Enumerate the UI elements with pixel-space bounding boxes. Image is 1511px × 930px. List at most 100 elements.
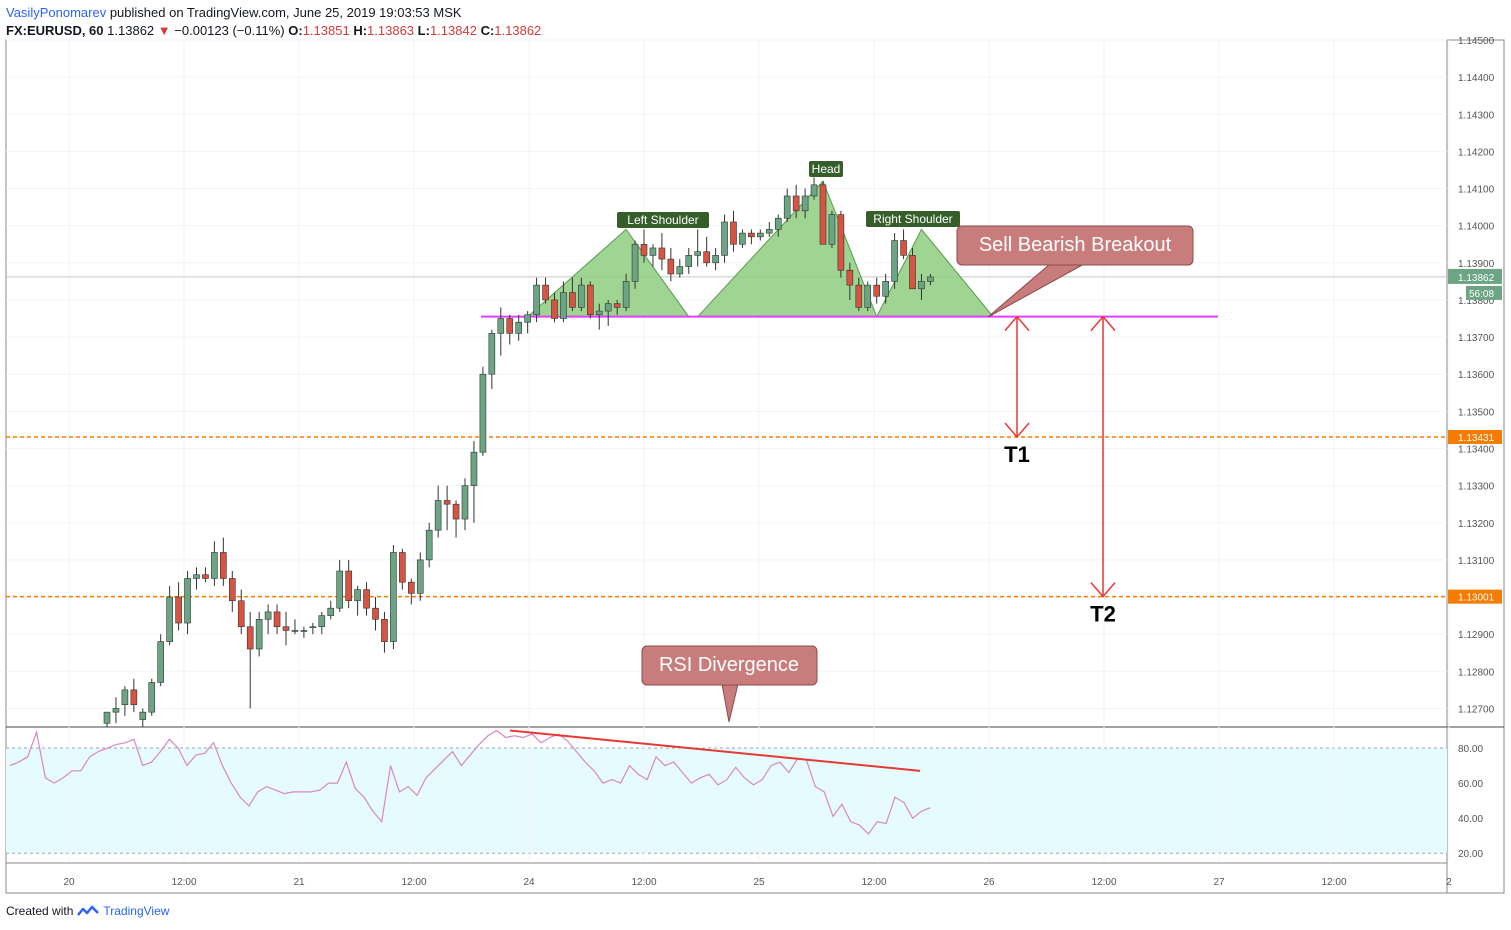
time-tick-label: 12:00 (171, 877, 196, 888)
time-tick-label: 27 (1213, 877, 1225, 888)
candle-body (613, 303, 621, 308)
low-label: L: (417, 23, 430, 38)
candle-body (139, 711, 147, 720)
candle-body (551, 299, 558, 319)
candle-body (470, 451, 478, 486)
tradingview-link[interactable]: TradingView (103, 904, 170, 918)
rsi-callout-label: RSI Divergence (659, 654, 799, 676)
candle-body (524, 314, 531, 323)
candle-body (193, 574, 200, 579)
price-tick-label: 1.13500 (1458, 407, 1495, 418)
candle-body (112, 708, 120, 713)
breakout-callout (956, 225, 1194, 266)
author-link[interactable]: VasilyPonomarev (6, 5, 107, 20)
candle-body (255, 619, 263, 650)
price-tick-label: 1.14100 (1458, 185, 1495, 196)
level-price-label: 1.13001 (1458, 593, 1495, 604)
candle-body (631, 243, 639, 282)
candle-body (229, 578, 236, 602)
breakout-callout-label: Sell Bearish Breakout (979, 234, 1172, 256)
candle-body (103, 711, 111, 724)
level-price-label: 1.13431 (1458, 433, 1495, 444)
high-value: 1.13863 (367, 23, 415, 38)
candle-body (246, 626, 254, 650)
pattern-tag (866, 211, 960, 227)
pattern-tag (809, 161, 843, 177)
candle-body (381, 619, 388, 642)
rsi-band (6, 748, 1447, 854)
price-tick-label: 1.13200 (1458, 519, 1495, 530)
candle-body (506, 318, 514, 334)
candle-body (425, 529, 433, 561)
time-tick-label: 12:00 (631, 877, 656, 888)
rsi-divergence-line (509, 729, 921, 772)
candle-body (363, 589, 370, 609)
candle-body (273, 611, 281, 628)
time-tick-label: 24 (523, 877, 535, 888)
candle-body (819, 184, 827, 245)
candle-body (622, 281, 630, 308)
candle-body (792, 195, 800, 212)
price-tick-label: 1.14400 (1458, 73, 1495, 84)
price-tick-label: 1.12800 (1458, 667, 1495, 678)
rsi-line (9, 729, 931, 835)
candle-body (604, 303, 612, 312)
candle-body (390, 552, 397, 642)
candle-body (166, 596, 173, 642)
price-change: −0.00123 (−0.11%) (174, 23, 285, 38)
candle-body (846, 269, 854, 286)
pattern-tag-label: Head (812, 162, 841, 176)
candle-body (649, 247, 657, 256)
candle-body (900, 240, 907, 256)
candle-body (282, 626, 290, 631)
open-label: O: (288, 23, 303, 38)
candle-body (801, 195, 809, 212)
candle-body (148, 682, 156, 713)
time-tick-label: 12:00 (1091, 877, 1116, 888)
countdown-label: 56:08 (1469, 289, 1494, 300)
candle-body (300, 630, 308, 632)
price-tick-label: 1.14200 (1458, 147, 1495, 158)
candle-body (497, 318, 505, 334)
current-price-tag (1448, 268, 1502, 284)
candle-body (810, 184, 818, 197)
candle-body (479, 373, 487, 453)
rsi-tick-label: 60.00 (1458, 779, 1483, 790)
price-tick-label: 1.13900 (1458, 259, 1495, 270)
candle-body (909, 255, 916, 290)
time-tick-label: 12:00 (861, 877, 886, 888)
time-tick-label: 26 (983, 877, 995, 888)
target-label: T1 (1004, 442, 1030, 467)
candle-body (211, 552, 218, 579)
target-arrow-head-up (1090, 315, 1116, 332)
candle-body (658, 247, 666, 260)
candle-body (264, 611, 272, 620)
candle-body (452, 503, 460, 520)
candle-body (882, 281, 889, 297)
candle-body (443, 500, 451, 505)
candle-body (873, 284, 881, 297)
time-tick-label: 25 (753, 877, 765, 888)
candle-body (354, 589, 361, 602)
time-tick-label: 12:00 (401, 877, 426, 888)
rsi-callout (641, 645, 818, 686)
time-tick-label: 2 (1446, 877, 1452, 888)
candle-body (828, 214, 836, 245)
candle-body (730, 221, 737, 245)
target-arrow-head-down (1090, 582, 1116, 598)
candle-body (416, 559, 424, 594)
close-label: C: (480, 23, 495, 38)
candle-body (434, 500, 442, 531)
candle-body (694, 251, 702, 256)
candle-body (220, 552, 227, 579)
pattern-tag-label: Left Shoulder (627, 213, 698, 227)
price-tick-label: 1.13700 (1458, 333, 1495, 344)
pattern-tag (617, 212, 709, 228)
candle-body (837, 214, 845, 271)
candle-body (927, 276, 934, 282)
down-arrow-icon: ▼ (157, 23, 171, 38)
candle-body (336, 570, 344, 609)
symbol-label[interactable]: FX:EURUSD, 60 (6, 23, 104, 38)
candle-body (515, 321, 523, 334)
